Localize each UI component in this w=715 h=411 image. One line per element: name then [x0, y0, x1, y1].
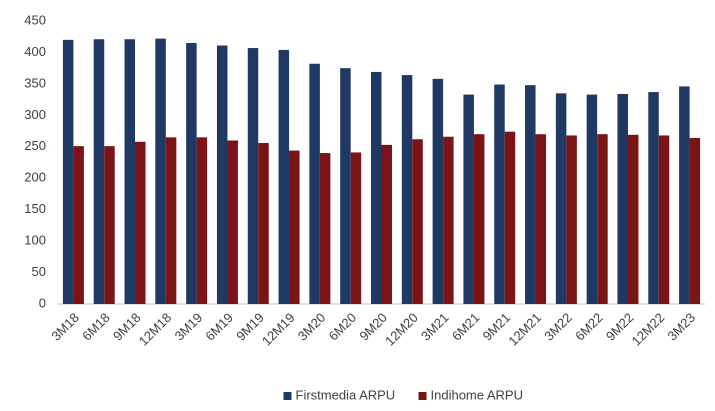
bar [381, 144, 392, 304]
bar [216, 45, 228, 304]
bar [473, 134, 485, 304]
bar [412, 139, 423, 304]
bar [597, 134, 608, 304]
bar [504, 131, 516, 304]
legend-label: Indihome ARPU [431, 387, 524, 402]
bar [309, 63, 320, 304]
x-tick-label: 6M19 [202, 310, 236, 344]
bar [340, 68, 351, 305]
y-tick-label: 100 [24, 233, 46, 248]
x-tick-label: 3M20 [295, 310, 329, 344]
bar [350, 152, 362, 304]
bar [463, 94, 474, 304]
x-tick-label: 3M19 [172, 310, 206, 344]
x-tick-label: 6M20 [326, 310, 360, 344]
y-tick-label: 250 [24, 138, 46, 153]
bar [371, 71, 382, 304]
bar [165, 137, 177, 304]
bar [401, 75, 413, 304]
bar [555, 93, 567, 304]
y-tick-label: 200 [24, 170, 46, 185]
bar [247, 48, 259, 304]
bar [135, 141, 146, 304]
x-tick-label: 3M18 [48, 310, 82, 344]
x-tick-label: 6M21 [449, 310, 483, 344]
bar [535, 134, 547, 304]
bar [258, 143, 269, 304]
legend-label: Firstmedia ARPU [296, 387, 396, 402]
bar [586, 94, 598, 304]
bar [186, 43, 197, 305]
y-tick-label: 0 [39, 295, 46, 310]
bar [443, 136, 454, 304]
y-tick-label: 400 [24, 44, 46, 59]
bar [196, 137, 208, 304]
bar [689, 137, 701, 304]
y-tick-label: 150 [24, 201, 46, 216]
x-tick-label: 12M19 [259, 310, 298, 349]
bar [679, 86, 690, 304]
bar [73, 146, 84, 304]
bar [62, 39, 74, 304]
bar [289, 150, 300, 304]
bar [155, 38, 166, 305]
bar [566, 135, 577, 304]
legend-swatch [418, 392, 427, 400]
x-tick-label: 6M22 [572, 310, 606, 344]
y-tick-label: 350 [24, 75, 46, 90]
bar [319, 153, 331, 304]
bar [627, 134, 639, 304]
bar [432, 78, 444, 304]
bar [648, 92, 659, 304]
bar [617, 93, 628, 304]
x-tick-label: 3M23 [665, 310, 699, 344]
x-tick-label: 3M21 [418, 310, 452, 344]
bar [658, 135, 670, 304]
legend-swatch [283, 392, 292, 400]
x-tick-label: 12M20 [382, 310, 421, 349]
x-tick-label: 12M21 [505, 310, 544, 349]
bar [93, 39, 105, 304]
y-tick-label: 50 [32, 264, 46, 279]
bar [104, 146, 115, 304]
y-tick-label: 300 [24, 107, 46, 122]
bar [278, 49, 290, 304]
bar [494, 84, 505, 304]
x-tick-label: 12M18 [136, 310, 175, 349]
bar [525, 85, 536, 304]
x-tick-label: 6M18 [79, 310, 113, 344]
x-tick-label: 3M22 [541, 310, 575, 344]
bar [227, 140, 238, 304]
x-tick-label: 12M22 [629, 310, 668, 349]
bar [124, 39, 136, 304]
y-tick-label: 450 [24, 12, 46, 27]
